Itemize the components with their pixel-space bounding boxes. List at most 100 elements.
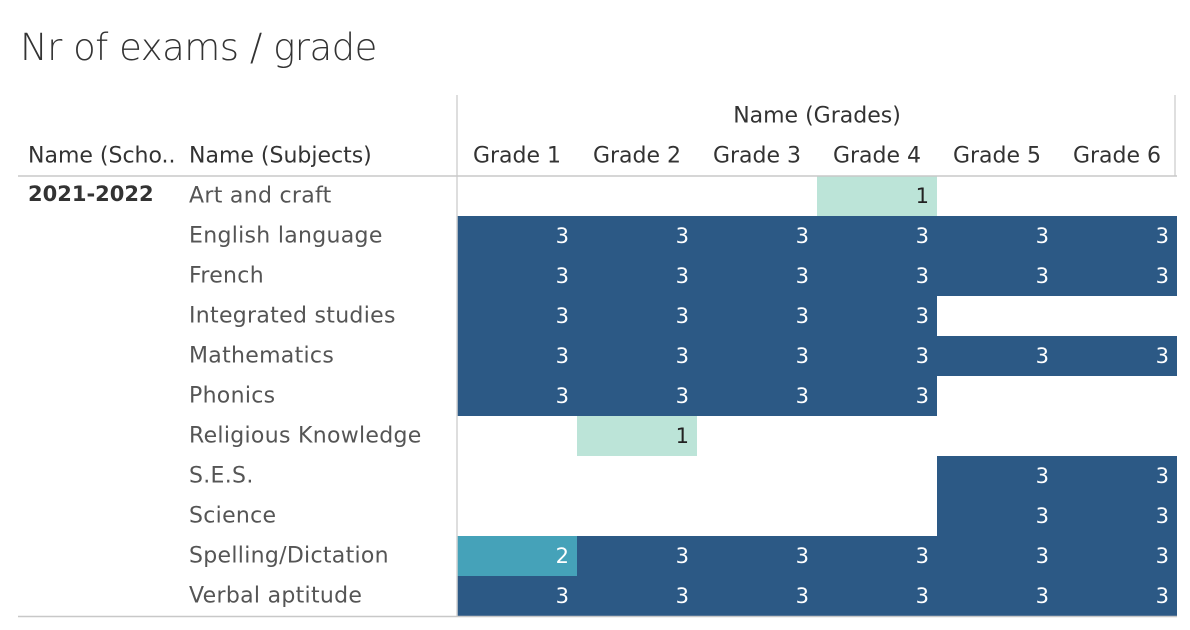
- heatmap-cell: [577, 416, 697, 456]
- cell-value: 3: [676, 264, 689, 288]
- row-label: Spelling/Dictation: [189, 544, 389, 569]
- column-header: Grade 6: [1073, 144, 1161, 169]
- heatmap-cell: [817, 256, 937, 296]
- row-label: Science: [189, 504, 276, 529]
- cell-value: 3: [916, 584, 929, 608]
- heatmap-cell: [697, 536, 817, 576]
- cell-value: 3: [796, 584, 809, 608]
- cell-value: 3: [1036, 584, 1049, 608]
- cell-value: 3: [916, 344, 929, 368]
- column-group-header: Name (Grades): [733, 104, 901, 129]
- table-headers: Name (Grades) Name (Scho.. Name (Subjects)…: [28, 104, 1161, 169]
- chart-title: Nr of exams / grade: [20, 26, 377, 69]
- row-header-school: Name (Scho..: [28, 144, 176, 169]
- cell-value: 3: [1036, 464, 1049, 488]
- cell-value: 3: [556, 344, 569, 368]
- heatmap-cell: [457, 536, 577, 576]
- cell-value: 1: [916, 184, 929, 208]
- cell-value: 3: [916, 304, 929, 328]
- cell-value: 3: [676, 584, 689, 608]
- cell-value: 3: [1036, 504, 1049, 528]
- column-header: Grade 5: [953, 144, 1041, 169]
- cell-value: 3: [676, 224, 689, 248]
- cell-value: 3: [556, 384, 569, 408]
- heatmap-cell: [937, 536, 1057, 576]
- heatmap-cell: [1057, 536, 1177, 576]
- cell-value: 3: [796, 344, 809, 368]
- heatmap-cell: [697, 256, 817, 296]
- heatmap-cell: [577, 296, 697, 336]
- cell-value: 3: [916, 384, 929, 408]
- cell-value: 3: [1036, 544, 1049, 568]
- heatmap-cell: [817, 296, 937, 336]
- row-label: Verbal aptitude: [189, 584, 362, 609]
- heatmap-cell: [577, 576, 697, 616]
- cell-value: 3: [916, 224, 929, 248]
- cell-value: 3: [796, 224, 809, 248]
- cell-value: 3: [1156, 504, 1169, 528]
- row-label: S.E.S.: [189, 464, 254, 489]
- table-gridlines: [18, 95, 1177, 618]
- column-header: Grade 2: [593, 144, 681, 169]
- cell-value: 3: [796, 544, 809, 568]
- heatmap-cell: [1057, 216, 1177, 256]
- cell-value: 3: [1156, 264, 1169, 288]
- cell-value: 3: [1156, 344, 1169, 368]
- cell-values: 1 3 3 3 3 3 3 3 3 3 3 3 3 3 3 3 3 3 3 3 3 3 3 3 3 3 3 1 3 3 3 3 2 3 3 3 3 3 3 3…: [556, 184, 1169, 608]
- cell-value: 3: [796, 304, 809, 328]
- heatmap-cell: [937, 256, 1057, 296]
- cell-value: 3: [676, 544, 689, 568]
- cell-value: 3: [1036, 344, 1049, 368]
- cell-value: 3: [916, 264, 929, 288]
- heatmap-cell: [577, 376, 697, 416]
- heatmap-cell: [697, 576, 817, 616]
- cell-value: 3: [1156, 224, 1169, 248]
- row-header-subjects: Name (Subjects): [189, 144, 372, 169]
- row-label: Integrated studies: [189, 304, 396, 329]
- cell-value: 3: [556, 304, 569, 328]
- cell-value: 3: [676, 384, 689, 408]
- heatmap-cell: [577, 256, 697, 296]
- heatmap-cell: [457, 216, 577, 256]
- heatmap-cell: [577, 216, 697, 256]
- heatmap-cell: [937, 216, 1057, 256]
- heatmap-cell: [697, 376, 817, 416]
- heatmap-cell: [1057, 336, 1177, 376]
- row-labels: 2021-2022 Art and craft English language Fr…: [28, 182, 422, 609]
- cell-value: 3: [556, 584, 569, 608]
- row-label: Art and craft: [189, 184, 332, 209]
- heatmap-cell: [457, 576, 577, 616]
- column-header: Grade 1: [473, 144, 561, 169]
- heatmap-cell: [697, 336, 817, 376]
- row-label: Religious Knowledge: [189, 424, 422, 449]
- heatmap-cell: [457, 376, 577, 416]
- cell-value: 3: [796, 384, 809, 408]
- cell-value: 3: [1156, 544, 1169, 568]
- cell-value: 3: [796, 264, 809, 288]
- cell-value: 2: [556, 544, 569, 568]
- heatmap-cell: [817, 376, 937, 416]
- cell-value: 3: [1156, 464, 1169, 488]
- heatmap-cell: [457, 256, 577, 296]
- column-header: Grade 3: [713, 144, 801, 169]
- heatmap-cell: [937, 456, 1057, 496]
- heatmap-cell: [817, 536, 937, 576]
- cell-value: 1: [676, 424, 689, 448]
- school-label: 2021-2022: [28, 182, 154, 206]
- heatmap-cell: [1057, 496, 1177, 536]
- cell-value: 3: [676, 344, 689, 368]
- heatmap-cell: [577, 536, 697, 576]
- heatmap-cell: [817, 336, 937, 376]
- row-label: French: [189, 264, 264, 289]
- heatmap-cell: [697, 296, 817, 336]
- heatmap-cell: [937, 496, 1057, 536]
- row-label: Phonics: [189, 384, 275, 409]
- heatmap-cell: [577, 336, 697, 376]
- heatmap-cell: [457, 296, 577, 336]
- heatmap-cell: [817, 576, 937, 616]
- cell-value: 3: [676, 304, 689, 328]
- heatmap-cell: [937, 336, 1057, 376]
- heatmap-cell: [817, 216, 937, 256]
- heatmap-cell: [937, 576, 1057, 616]
